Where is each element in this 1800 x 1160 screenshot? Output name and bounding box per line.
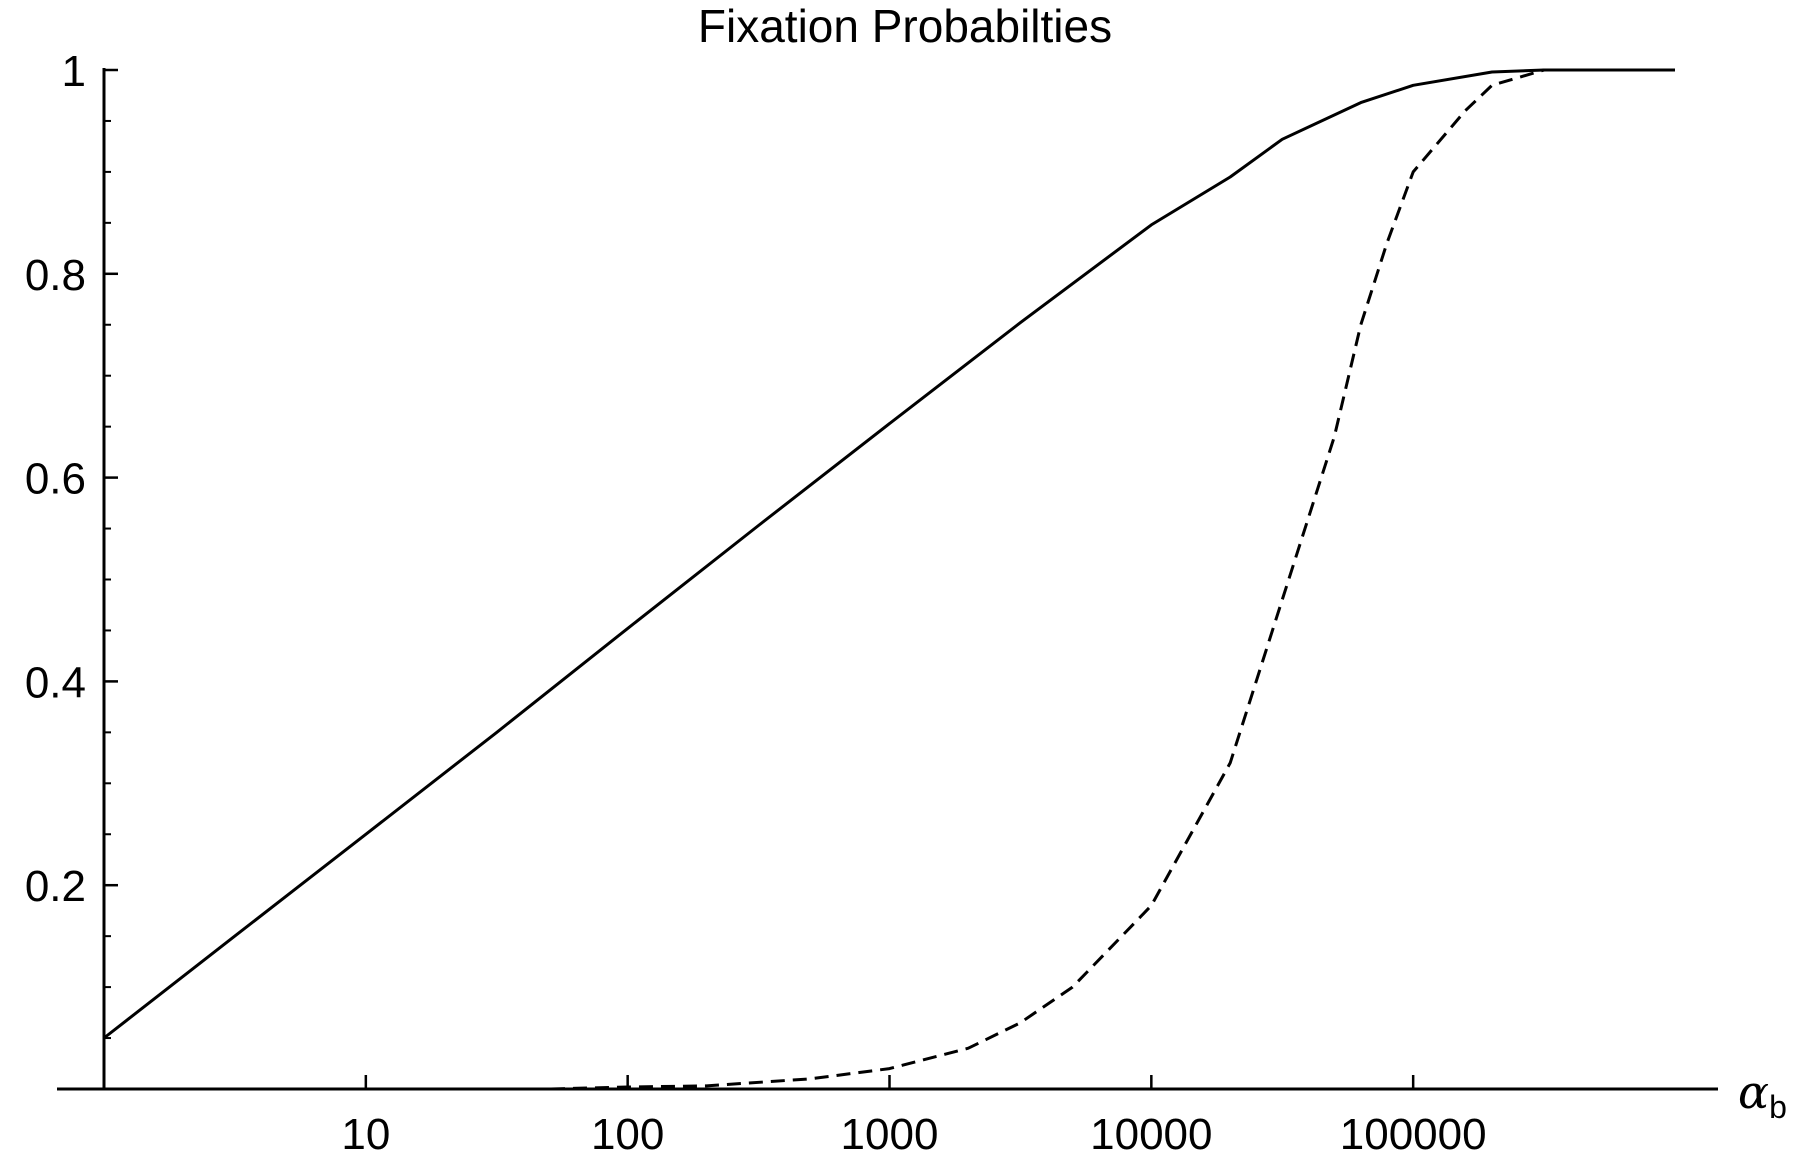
solid-series-line [103, 68, 1675, 1040]
series [103, 68, 1675, 1091]
x-tick-label: 10 [341, 1110, 390, 1159]
x-axis-label-main: α [1738, 1065, 1769, 1119]
chart-title: Fixation Probabilties [698, 0, 1112, 52]
x-tick-label: 100 [591, 1110, 664, 1159]
y-tick-label: 0.8 [25, 251, 86, 300]
y-tick-label: 1 [62, 47, 86, 96]
x-axis-label: αb [1738, 1065, 1787, 1125]
y-tick-label: 0.2 [25, 862, 86, 911]
x-axis-label-subscript: b [1769, 1089, 1787, 1125]
dashed-series-line [287, 68, 1545, 1091]
y-tick-label: 0.6 [25, 455, 86, 504]
x-tick-label: 100000 [1340, 1110, 1487, 1159]
axes [57, 68, 1718, 1091]
x-axis-ticks: 10 100 1000 10000 100000 [341, 1075, 1487, 1159]
x-tick-label: 1000 [841, 1110, 939, 1159]
y-tick-label: 0.4 [25, 658, 86, 707]
x-tick-label: 10000 [1090, 1110, 1212, 1159]
y-axis-ticks: 0.2 0.4 0.6 0.8 1 [25, 47, 118, 1040]
